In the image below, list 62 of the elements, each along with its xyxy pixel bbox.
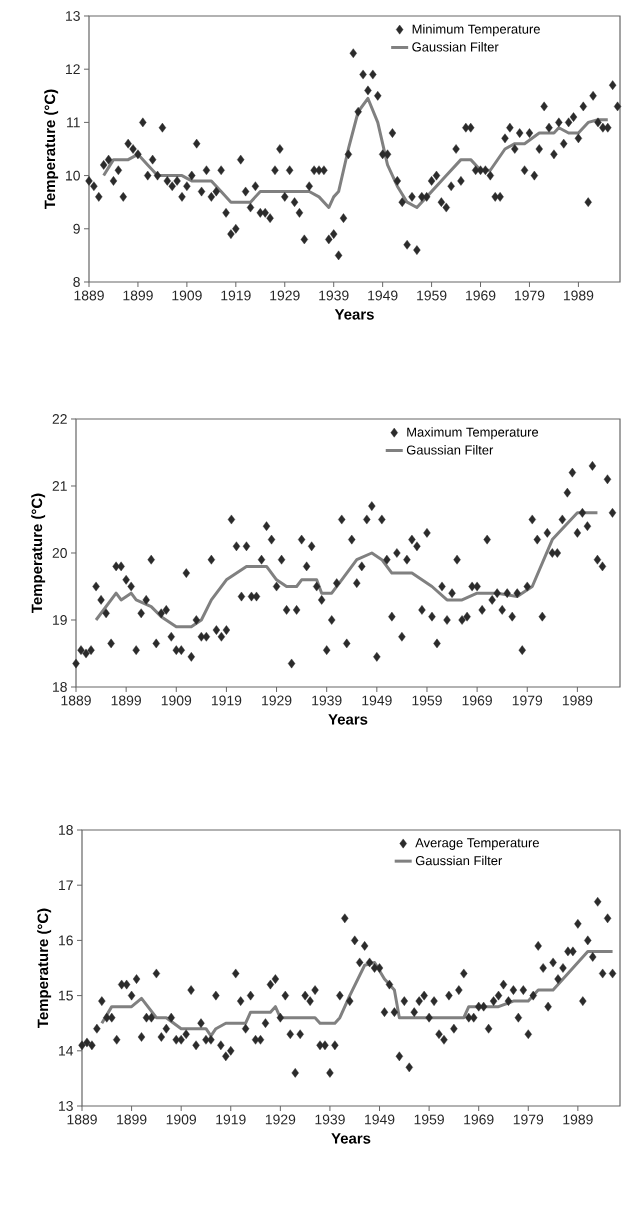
x-axis-title: Years [331,1133,371,1144]
x-tick-label: 1909 [166,1114,197,1125]
y-axis-title: Temperature (°C) [44,89,59,209]
x-tick-label: 1979 [515,290,545,301]
x-tick-label: 1959 [417,290,447,301]
x-tick-label: 1929 [265,1114,296,1125]
legend-label: Gaussian Filter [415,855,503,866]
legend-label: Average Temperature [415,838,539,850]
x-tick-label: 1899 [123,290,153,301]
y-tick-label: 16 [59,935,73,946]
legend-label: Gaussian Filter [406,445,494,455]
x-tick-label: 1959 [414,1114,444,1125]
x-tick-label: 1989 [562,695,593,706]
y-tick-label: 18 [59,825,73,835]
x-tick-label: 1989 [563,290,594,301]
x-axis-title: Years [334,309,374,320]
x-tick-label: 1919 [221,290,251,301]
y-tick-label: 10 [66,170,80,181]
x-tick-label: 1929 [270,290,300,301]
x-tick-label: 1889 [67,1114,97,1125]
x-tick-label: 1929 [262,695,292,706]
y-tick-label: 15 [59,990,73,1001]
x-tick-label: 1949 [365,1114,395,1125]
x-tick-label: 1889 [61,695,91,706]
y-tick-label: 13 [59,1101,73,1111]
y-tick-label: 22 [52,414,67,424]
y-tick-label: 19 [53,615,67,625]
x-axis-title: Years [328,714,368,725]
x-tick-label: 1969 [466,290,496,301]
y-tick-label: 17 [59,880,73,890]
y-tick-label: 20 [52,548,67,558]
x-tick-label: 1899 [111,695,141,706]
x-tick-label: 1939 [319,290,349,301]
x-tick-label: 1959 [412,695,442,706]
y-tick-label: 8 [73,277,80,287]
y-tick-label: 12 [66,64,80,75]
x-tick-label: 1969 [462,695,492,706]
x-tick-label: 1919 [211,695,242,706]
y-tick-label: 14 [59,1046,74,1056]
x-tick-label: 1949 [362,695,392,706]
x-tick-label: 1909 [161,695,192,706]
y-axis-title: Temperature (°C) [31,493,46,613]
x-tick-label: 1979 [513,1114,544,1125]
y-tick-label: 21 [52,481,67,491]
y-tick-label: 9 [73,223,80,234]
y-tick-label: 13 [66,11,80,21]
x-tick-label: 1899 [117,1114,147,1125]
x-tick-label: 1889 [74,290,104,301]
legend-label: Gaussian Filter [412,42,499,52]
x-tick-label: 1939 [312,695,342,706]
legend-label: Maximum Temperature [407,427,539,440]
legend-label: Minimum Temperature [412,24,540,37]
x-tick-label: 1989 [563,1114,593,1125]
y-tick-label: 11 [67,117,80,128]
x-tick-label: 1969 [464,1114,494,1125]
x-tick-label: 1979 [512,695,543,706]
x-tick-label: 1909 [172,290,202,301]
y-axis-title: Temperature (°C) [37,908,52,1028]
y-tick-label: 18 [53,682,67,692]
x-tick-label: 1919 [216,1114,246,1125]
x-tick-label: 1939 [315,1114,345,1125]
x-tick-label: 1949 [368,290,398,301]
